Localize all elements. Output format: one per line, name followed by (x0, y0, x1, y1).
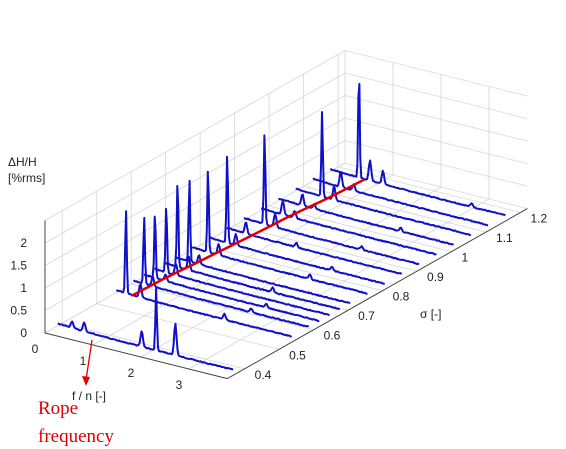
sigma-tick-label: 1.1 (496, 231, 513, 245)
gridline-sigma-floor (269, 205, 452, 252)
annotation-arrow-head (82, 376, 90, 386)
z-tick-label: 0 (20, 326, 27, 340)
gridline-sigma-floor (234, 225, 418, 272)
sigma-tick-label: 1.2 (531, 212, 548, 226)
rope-frequency-line (131, 178, 366, 297)
x-tick-label: 0 (32, 342, 39, 356)
gridline-sigma-floor (131, 283, 314, 331)
gridline-sigma-floor (303, 186, 487, 233)
rope-frequency-trace (131, 178, 366, 297)
x-axis-line (44, 332, 228, 380)
gridline-sigma-floor (200, 244, 383, 292)
sigma-tick-label: 0.6 (324, 329, 341, 343)
gridline-z (44, 50, 528, 221)
sigma-tick-label: 0.4 (255, 368, 272, 382)
z-tick-label: 2 (20, 236, 27, 250)
series-line-14 (115, 210, 293, 338)
series-line-15 (57, 287, 234, 371)
z-axis-label-line2: [%rms] (8, 171, 45, 185)
series-line-12 (143, 215, 320, 323)
z-axis-label-line1: ΔH/H (8, 155, 37, 169)
x-tick-label: 2 (128, 366, 135, 380)
gridline-z (44, 95, 528, 266)
sigma-axis-line (227, 208, 528, 380)
series-line-11 (153, 207, 331, 317)
series-line-13 (132, 216, 309, 328)
series-lines (57, 82, 506, 371)
annotation-line2: frequency (38, 426, 114, 447)
x-tick-label: 1 (80, 354, 87, 368)
sigma-tick-label: 0.7 (358, 309, 375, 323)
x-tick-label: 3 (176, 378, 183, 392)
gridline-z (44, 140, 528, 311)
sigma-tick-label: 0.5 (289, 348, 306, 362)
series-line-2 (295, 111, 472, 236)
z-tick-label: 1 (20, 281, 27, 295)
series-line-8 (191, 170, 368, 295)
series-line-1 (312, 171, 489, 227)
gridline-sigma-floor (338, 166, 521, 213)
annotation-line1: Rope (38, 398, 78, 419)
sigma-tick-label: 0.9 (427, 270, 444, 284)
gridline-x-floor (188, 198, 490, 370)
x-axis-label: f / n [-] (72, 389, 106, 403)
series-line-0 (329, 82, 506, 217)
gridline-z (44, 162, 528, 334)
series-line-9 (174, 179, 351, 305)
series-line-7 (209, 155, 385, 285)
sigma-tick-label: 0.8 (393, 290, 410, 304)
annotation-arrow-line (85, 339, 93, 381)
series-line-6 (226, 221, 403, 275)
tick-labels: 0 0.5 1 1.5 2 0 1 2 3 0.4 0.5 0.6 0.7 0.8 0.9 1 1.1 1.2 (10, 212, 547, 392)
sigma-tick-label: 1 (462, 251, 469, 265)
z-tick-label: 0.5 (10, 304, 27, 318)
y-axis-label: σ [-] (420, 307, 441, 321)
gridline-sigma-floor (96, 303, 280, 350)
z-tick-label: 1.5 (10, 259, 27, 273)
series-line-5 (243, 134, 420, 266)
axes (44, 208, 528, 380)
series-line-10 (164, 185, 341, 311)
